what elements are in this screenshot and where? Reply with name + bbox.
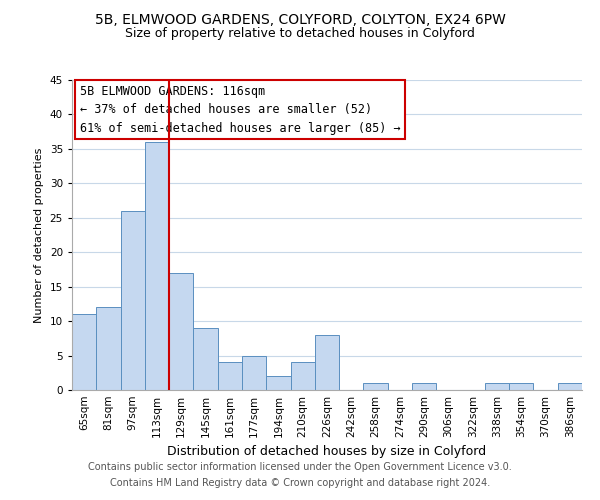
X-axis label: Distribution of detached houses by size in Colyford: Distribution of detached houses by size …: [167, 446, 487, 458]
Bar: [485, 383, 509, 390]
Bar: [169, 273, 193, 390]
Bar: [121, 211, 145, 390]
Text: 5B ELMWOOD GARDENS: 116sqm
← 37% of detached houses are smaller (52)
61% of semi: 5B ELMWOOD GARDENS: 116sqm ← 37% of deta…: [80, 84, 400, 134]
Text: Contains HM Land Registry data © Crown copyright and database right 2024.: Contains HM Land Registry data © Crown c…: [110, 478, 490, 488]
Bar: [315, 335, 339, 390]
Bar: [72, 314, 96, 390]
Text: Size of property relative to detached houses in Colyford: Size of property relative to detached ho…: [125, 28, 475, 40]
Bar: [412, 383, 436, 390]
Bar: [242, 356, 266, 390]
Text: 5B, ELMWOOD GARDENS, COLYFORD, COLYTON, EX24 6PW: 5B, ELMWOOD GARDENS, COLYFORD, COLYTON, …: [95, 12, 505, 26]
Y-axis label: Number of detached properties: Number of detached properties: [34, 148, 44, 322]
Bar: [364, 383, 388, 390]
Bar: [266, 376, 290, 390]
Bar: [193, 328, 218, 390]
Bar: [96, 308, 121, 390]
Bar: [145, 142, 169, 390]
Bar: [509, 383, 533, 390]
Text: Contains public sector information licensed under the Open Government Licence v3: Contains public sector information licen…: [88, 462, 512, 472]
Bar: [558, 383, 582, 390]
Bar: [290, 362, 315, 390]
Bar: [218, 362, 242, 390]
